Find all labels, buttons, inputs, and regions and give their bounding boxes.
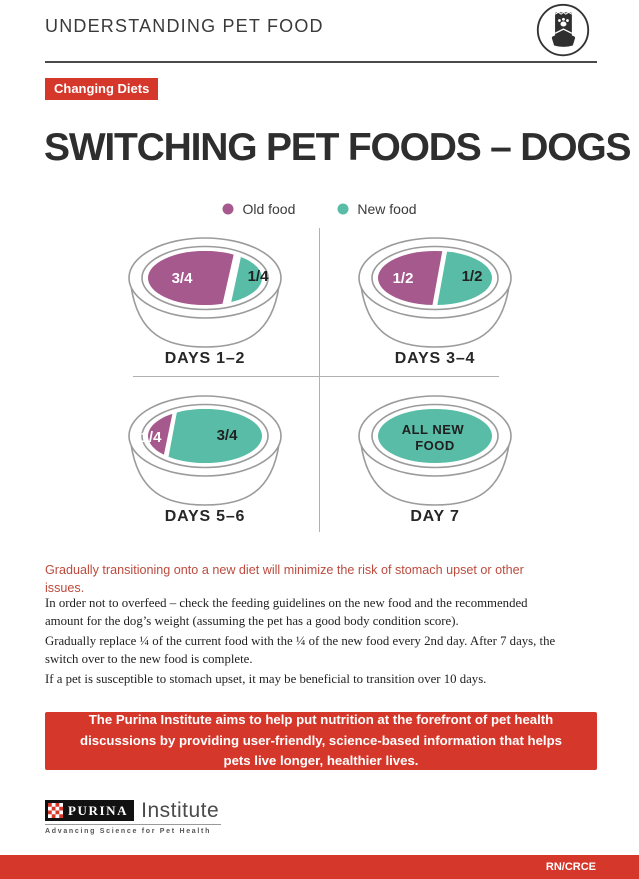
institute-wordmark: Institute xyxy=(141,799,220,822)
bowl-illustration: ALL NEW FOOD xyxy=(358,395,512,506)
bowl-label: DAYS 5–6 xyxy=(164,508,246,525)
legend: Old food New food xyxy=(0,201,639,217)
grid-divider-vertical xyxy=(319,228,320,532)
portion-label-new: 3/4 xyxy=(217,427,239,444)
bowl-days-3-4: 1/2 1/2 DAYS 3–4 xyxy=(320,226,550,374)
callout-box: The Purina Institute aims to help put nu… xyxy=(45,712,597,770)
body-paragraph: If a pet is susceptible to stomach upset… xyxy=(45,672,487,686)
checkerboard-icon xyxy=(48,803,63,818)
portion-label-old: 1/2 xyxy=(393,270,414,287)
page-title: SWITCHING PET FOODS – DOGS xyxy=(44,126,632,169)
footer-bar: RN/CRCE xyxy=(0,855,639,879)
portion-label-old: 1/4 xyxy=(141,429,163,446)
bowl-days-1-2: 3/4 1/4 DAYS 1–2 xyxy=(90,226,320,374)
purina-wordmark-box: PURINA xyxy=(45,800,135,821)
logo-tagline: Advancing Science for Pet Health xyxy=(45,828,212,835)
legend-item-new-food: New food xyxy=(337,201,417,217)
body-paragraph: In order not to overfeed – check the fee… xyxy=(45,596,528,629)
purina-institute-logo: PURINA Institute Advancing Science for P… xyxy=(45,800,221,835)
bowl-label: DAY 7 xyxy=(410,508,460,525)
bowl-label: DAYS 1–2 xyxy=(164,350,246,367)
section-badge: Changing Diets xyxy=(45,78,159,100)
portion-label-new: 1/2 xyxy=(462,268,483,285)
logo-divider xyxy=(45,824,221,825)
header-divider xyxy=(45,61,597,63)
legend-label-new: New food xyxy=(357,201,417,217)
legend-label-old: Old food xyxy=(242,201,296,217)
purina-wordmark: PURINA xyxy=(68,802,129,818)
lead-sentence: Gradually transitioning onto a new diet … xyxy=(45,563,524,595)
portion-label-all-new: ALL NEW FOOD xyxy=(402,422,469,453)
legend-item-old-food: Old food xyxy=(222,201,295,217)
bowl-day-7: ALL NEW FOOD DAY 7 xyxy=(320,384,550,532)
body-paragraph: Gradually replace ¼ of the current food … xyxy=(45,634,556,667)
bowl-illustration: 1/2 1/2 xyxy=(358,237,512,348)
old-food-swatch-icon xyxy=(222,203,234,215)
pet-food-bag-and-bowl-icon xyxy=(535,2,591,65)
portion-label-old: 3/4 xyxy=(172,270,194,287)
bowl-label: DAYS 3–4 xyxy=(394,350,476,367)
bowl-diagram-grid: 3/4 1/4 DAYS 1–2 1/2 1/2 DAYS 3–4 xyxy=(90,226,550,532)
header-title: UNDERSTANDING PET FOOD xyxy=(45,16,324,36)
new-food-swatch-icon xyxy=(337,203,349,215)
bowl-illustration: 3/4 1/4 xyxy=(128,237,282,348)
grid-divider-horizontal xyxy=(133,376,499,377)
bowl-illustration: 1/4 3/4 xyxy=(128,395,282,506)
footer-code: RN/CRCE xyxy=(545,861,596,873)
bowl-days-5-6: 1/4 3/4 DAYS 5–6 xyxy=(90,384,320,532)
portion-label-new: 1/4 xyxy=(248,268,270,285)
callout-text: The Purina Institute aims to help put nu… xyxy=(80,712,562,769)
